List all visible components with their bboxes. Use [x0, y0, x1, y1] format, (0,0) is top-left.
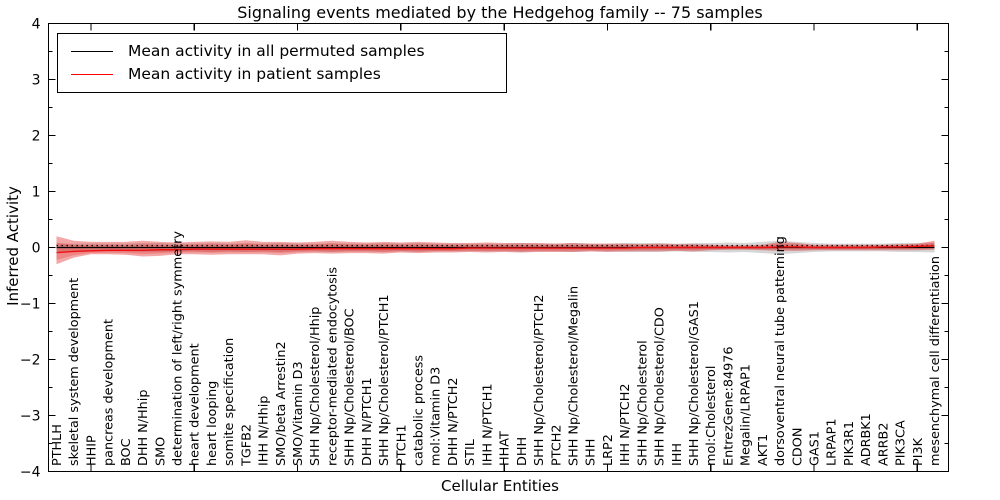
permuted-line-sample: [71, 50, 113, 52]
x-tick-label: IHH N/PTCH2: [618, 384, 633, 466]
x-tick-label: heart looping: [205, 381, 220, 466]
x-tick-label: DHH N/PTCH1: [360, 377, 375, 466]
x-tick-label: DHH N/Hhip: [136, 390, 151, 466]
x-tick-label: Megalin/LRPAP1: [739, 364, 754, 466]
y-tick-label: −1: [20, 297, 41, 313]
x-tick-label: ARRB2: [876, 423, 891, 466]
x-tick-label: SMO/Vitamin D3: [291, 361, 306, 466]
x-tick-label: PTHLH: [50, 424, 65, 466]
x-tick-label: SHH Np/Cholesterol/CDO: [653, 307, 668, 466]
patient-line-sample: [71, 74, 113, 76]
x-tick-label: SHH Np/Cholesterol: [635, 340, 650, 466]
y-tick-label: 0: [32, 241, 41, 257]
y-tick-label: 1: [32, 185, 41, 201]
x-tick-label: SMO/beta Arrestin2: [274, 341, 289, 466]
x-tick-label: dorsoventral neural tube patterning: [773, 236, 788, 466]
x-tick-label: SHH: [584, 439, 599, 466]
x-tick-label: SHH Np/Cholesterol/PTCH1: [377, 295, 392, 466]
x-tick-label: receptor-mediated endocytosis: [325, 267, 340, 466]
x-tick-label: BOC: [119, 438, 134, 466]
x-tick-label: ADRBK1: [859, 413, 874, 466]
x-tick-label: PIK3CA: [894, 420, 909, 466]
x-tick-label: pancreas development: [102, 319, 117, 466]
y-tick-label: −2: [20, 353, 41, 369]
x-tick-label: IHH N/PTCH1: [480, 384, 495, 466]
y-tick-label: −3: [20, 409, 41, 425]
x-tick-label: SHH Np/Cholesterol/BOC: [343, 308, 358, 466]
legend-label-patient: Mean activity in patient samples: [128, 65, 381, 83]
x-tick-label: STIL: [463, 438, 478, 466]
x-tick-label: SHH Np/Cholesterol/GAS1: [687, 301, 702, 466]
x-tick-label: IHH: [670, 443, 685, 466]
x-tick-label: TGFB2: [239, 424, 254, 467]
x-tick-label: EntrezGene:84976: [721, 346, 736, 466]
x-tick-label: mesenchymal cell differentiation: [928, 256, 943, 466]
x-tick-label: IHH N/Hhip: [257, 396, 272, 466]
x-tick-label: SHH Np/Cholesterol/Hhip: [308, 307, 323, 466]
x-tick-label: SHH Np/Cholesterol/Megalin: [566, 286, 581, 466]
x-tick-label: mol:Vitamin D3: [429, 367, 444, 466]
x-tick-label: HHIP: [84, 435, 99, 466]
x-tick-label: mol:Cholesterol: [704, 366, 719, 466]
patient-mean-line: [56, 245, 935, 254]
patient-std-band-outer: [56, 236, 935, 265]
legend-label-permuted: Mean activity in all permuted samples: [128, 41, 425, 60]
y-tick-label: 3: [32, 73, 41, 89]
x-tick-label: LRPAP1: [825, 418, 840, 466]
y-axis-label: Inferred Activity: [4, 186, 22, 306]
x-tick-label: LRP2: [601, 434, 616, 466]
legend-item-patient: Mean activity in patient samples: [71, 65, 506, 83]
x-tick-label: HHAT: [498, 431, 513, 466]
x-tick-label: catabolic process: [412, 355, 427, 466]
x-tick-label: SHH Np/Cholesterol/PTCH2: [532, 295, 547, 466]
x-axis-label: Cellular Entities: [441, 477, 559, 495]
x-tick-label: PTCH2: [549, 425, 564, 466]
x-tick-label: somite specification: [222, 338, 237, 466]
x-tick-label: AKT1: [756, 434, 771, 466]
legend: Mean activity in all permuted samples Me…: [57, 33, 507, 93]
x-tick-label: skeletal system development: [67, 278, 82, 466]
x-tick-label: CDON: [790, 428, 805, 466]
chart-title: Signaling events mediated by the Hedgeho…: [237, 3, 763, 22]
y-tick-label: 4: [32, 17, 41, 33]
x-tick-label: DHH N/PTCH2: [446, 377, 461, 466]
x-tick-label: PTCH1: [394, 425, 409, 466]
y-tick-label: 2: [32, 129, 41, 145]
x-tick-label: GAS1: [807, 431, 822, 466]
legend-item-permuted: Mean activity in all permuted samples: [71, 41, 506, 60]
x-tick-label: heart development: [188, 343, 203, 466]
y-tick-label: −4: [20, 465, 41, 481]
x-tick-label: SMO: [153, 437, 168, 466]
x-tick-label: PI3K: [911, 437, 926, 466]
x-tick-label: PIK3R1: [842, 421, 857, 466]
x-tick-label: DHH: [515, 437, 530, 466]
x-tick-label: determination of left/right symmetry: [171, 231, 186, 466]
